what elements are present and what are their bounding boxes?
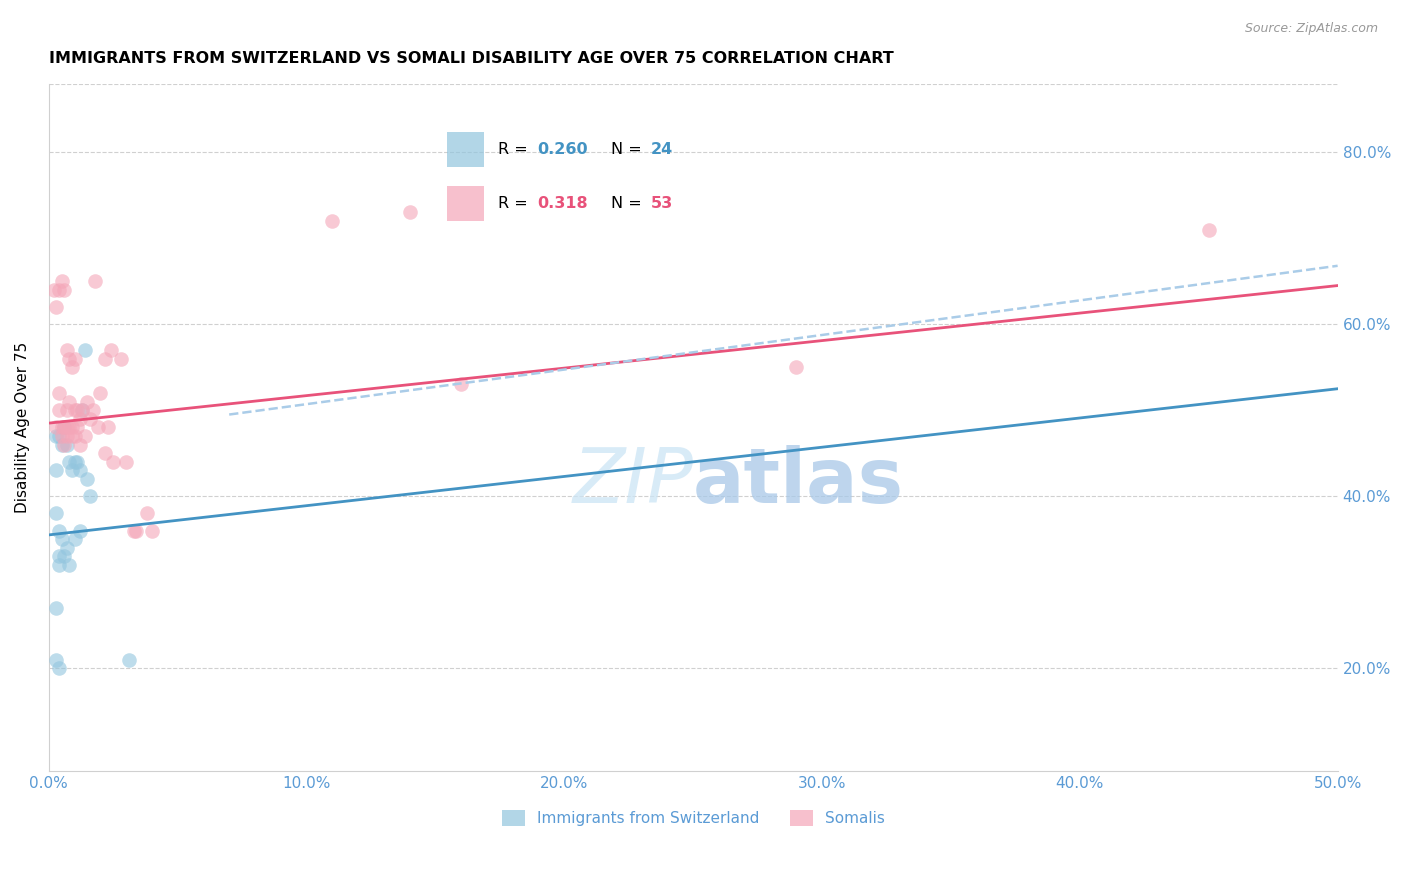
Point — [398, 205, 420, 219]
Point — [56, 541, 79, 555]
Point — [135, 507, 157, 521]
Point — [76, 472, 98, 486]
Point — [79, 489, 101, 503]
Point — [58, 394, 80, 409]
Point — [94, 351, 117, 366]
Point — [53, 283, 76, 297]
Point — [58, 455, 80, 469]
Point — [56, 429, 79, 443]
Point — [48, 403, 70, 417]
Point — [45, 507, 67, 521]
Point — [76, 394, 98, 409]
Point — [45, 463, 67, 477]
Legend: Immigrants from Switzerland, Somalis: Immigrants from Switzerland, Somalis — [495, 805, 891, 832]
Point — [56, 403, 79, 417]
Point — [72, 403, 94, 417]
Point — [58, 351, 80, 366]
Point — [100, 343, 122, 357]
Point — [63, 351, 86, 366]
Point — [48, 429, 70, 443]
Point — [60, 429, 83, 443]
Point — [141, 524, 163, 538]
Point — [110, 351, 132, 366]
Point — [48, 524, 70, 538]
Point — [48, 386, 70, 401]
Point — [48, 558, 70, 572]
Text: Source: ZipAtlas.com: Source: ZipAtlas.com — [1244, 22, 1378, 36]
Text: IMMIGRANTS FROM SWITZERLAND VS SOMALI DISABILITY AGE OVER 75 CORRELATION CHART: IMMIGRANTS FROM SWITZERLAND VS SOMALI DI… — [49, 51, 893, 66]
Point — [60, 420, 83, 434]
Point — [56, 420, 79, 434]
Point — [89, 386, 111, 401]
Point — [66, 403, 89, 417]
Point — [450, 377, 472, 392]
Point — [73, 429, 96, 443]
Point — [63, 455, 86, 469]
Point — [48, 549, 70, 564]
Text: ZIP: ZIP — [572, 445, 693, 519]
Point — [51, 420, 73, 434]
Point — [1198, 222, 1220, 236]
Point — [69, 524, 91, 538]
Point — [321, 214, 343, 228]
Point — [53, 420, 76, 434]
Point — [51, 274, 73, 288]
Point — [63, 532, 86, 546]
Point — [48, 661, 70, 675]
Point — [118, 652, 141, 666]
Point — [66, 455, 89, 469]
Point — [56, 343, 79, 357]
Point — [63, 403, 86, 417]
Point — [45, 300, 67, 314]
Point — [42, 283, 65, 297]
Point — [69, 437, 91, 451]
Point — [115, 455, 138, 469]
Point — [63, 429, 86, 443]
Point — [58, 420, 80, 434]
Text: atlas: atlas — [693, 445, 904, 519]
Point — [84, 274, 107, 288]
Point — [45, 652, 67, 666]
Point — [122, 524, 145, 538]
Point — [69, 412, 91, 426]
Point — [45, 601, 67, 615]
Point — [51, 429, 73, 443]
Point — [69, 463, 91, 477]
Point — [87, 420, 110, 434]
Point — [51, 532, 73, 546]
Point — [785, 360, 807, 375]
Point — [53, 549, 76, 564]
Point — [82, 403, 104, 417]
Point — [58, 558, 80, 572]
Point — [53, 437, 76, 451]
Point — [48, 283, 70, 297]
Point — [72, 403, 94, 417]
Point — [103, 455, 125, 469]
Point — [97, 420, 120, 434]
Point — [94, 446, 117, 460]
Point — [45, 420, 67, 434]
Point — [125, 524, 148, 538]
Point — [51, 437, 73, 451]
Point — [66, 420, 89, 434]
Point — [79, 412, 101, 426]
Y-axis label: Disability Age Over 75: Disability Age Over 75 — [15, 342, 30, 513]
Point — [60, 360, 83, 375]
Point — [53, 420, 76, 434]
Point — [45, 429, 67, 443]
Point — [73, 343, 96, 357]
Point — [56, 437, 79, 451]
Point — [60, 463, 83, 477]
